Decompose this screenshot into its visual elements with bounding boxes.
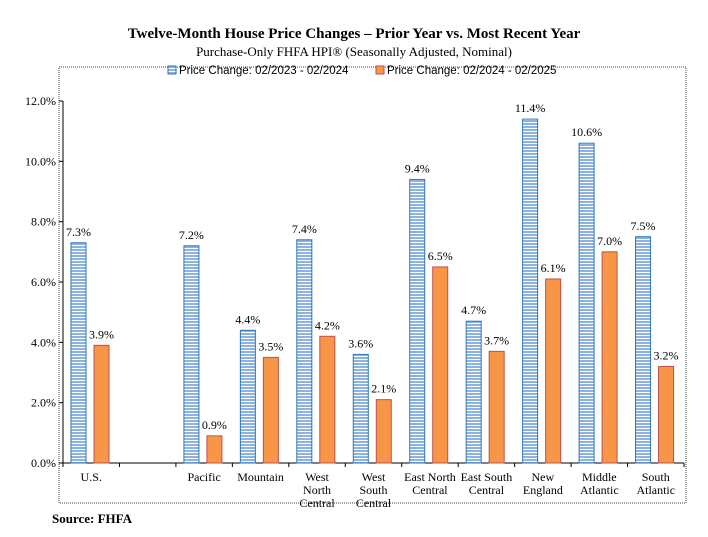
- bar-recent-year: [375, 399, 392, 464]
- x-category-label: Central: [469, 483, 505, 497]
- bar-prior-year: [522, 118, 539, 464]
- y-tick-label: 12.0%: [25, 94, 56, 108]
- x-category-label: East North: [404, 470, 456, 484]
- x-category-label: Atlantic: [580, 483, 619, 497]
- x-category-label: England: [523, 483, 563, 497]
- bar-recent-year: [545, 278, 562, 464]
- x-category-label: East South: [461, 470, 513, 484]
- bar-prior-year: [296, 239, 313, 464]
- source-note: Source: FHFA: [52, 511, 133, 526]
- y-tick-label: 8.0%: [31, 215, 56, 229]
- data-label: 6.1%: [541, 261, 566, 275]
- bar-prior-year: [635, 236, 652, 464]
- y-tick-label: 10.0%: [25, 154, 56, 168]
- data-label: 3.5%: [258, 339, 283, 353]
- data-label: 3.2%: [654, 348, 679, 362]
- data-label: 7.4%: [292, 222, 317, 236]
- bar-recent-year: [262, 356, 279, 464]
- data-label: 4.4%: [235, 312, 260, 326]
- bar-recent-year: [319, 335, 336, 464]
- bar-prior-year: [70, 242, 87, 464]
- data-label: 0.9%: [202, 418, 227, 432]
- data-label: 9.4%: [405, 161, 430, 175]
- data-label: 7.0%: [597, 234, 622, 248]
- x-category-label: South: [642, 470, 670, 484]
- data-label: 4.7%: [461, 303, 486, 317]
- x-category-label: New: [532, 470, 555, 484]
- legend-label: Price Change: 02/2024 - 02/2025: [387, 65, 556, 77]
- x-category-label: Pacific: [187, 470, 220, 484]
- bar-recent-year: [601, 251, 618, 464]
- bar-recent-year: [488, 350, 505, 464]
- y-tick-label: 4.0%: [31, 335, 56, 349]
- y-tick-label: 6.0%: [31, 275, 56, 289]
- data-label: 4.2%: [315, 318, 340, 332]
- bar-recent-year: [432, 266, 449, 464]
- legend-label: Price Change: 02/2023 - 02/2024: [179, 65, 349, 77]
- legend-swatch: [375, 65, 385, 75]
- bar-prior-year: [183, 245, 200, 464]
- y-tick-label: 0.0%: [31, 456, 56, 470]
- bar-prior-year: [352, 353, 369, 464]
- data-label: 2.1%: [371, 382, 396, 396]
- bar-prior-year: [578, 142, 595, 464]
- bar-prior-year: [409, 178, 426, 464]
- x-category-label: West: [362, 470, 386, 484]
- data-label: 3.7%: [484, 333, 509, 347]
- data-label: 7.3%: [66, 225, 91, 239]
- data-label: 7.2%: [179, 228, 204, 242]
- x-category-label: Central: [299, 496, 335, 510]
- bar-recent-year: [658, 365, 675, 464]
- x-category-label: U.S.: [81, 470, 102, 484]
- bar-recent-year: [206, 435, 223, 464]
- x-category-label: Central: [412, 483, 448, 497]
- x-category-label: Central: [356, 496, 392, 510]
- data-label: 11.4%: [515, 101, 546, 115]
- legend-swatch: [167, 65, 177, 75]
- data-label: 3.9%: [89, 327, 114, 341]
- plot-frame: [58, 66, 687, 504]
- y-tick-label: 2.0%: [31, 396, 56, 410]
- chart-subtitle: Purchase-Only FHFA HPI® (Seasonally Adju…: [196, 44, 512, 59]
- bar-prior-year: [465, 320, 482, 464]
- x-category-label: Mountain: [237, 470, 284, 484]
- x-category-label: Atlantic: [636, 483, 675, 497]
- x-category-label: West: [305, 470, 329, 484]
- x-category-label: South: [359, 483, 387, 497]
- chart-title: Twelve-Month House Price Changes – Prior…: [127, 26, 581, 42]
- bar-prior-year: [239, 329, 256, 464]
- x-category-label: Middle: [582, 470, 617, 484]
- data-label: 7.5%: [631, 219, 656, 233]
- data-label: 10.6%: [571, 125, 602, 139]
- bar-recent-year: [93, 344, 110, 464]
- x-category-label: North: [303, 483, 331, 497]
- data-label: 3.6%: [348, 336, 373, 350]
- data-label: 6.5%: [428, 249, 453, 263]
